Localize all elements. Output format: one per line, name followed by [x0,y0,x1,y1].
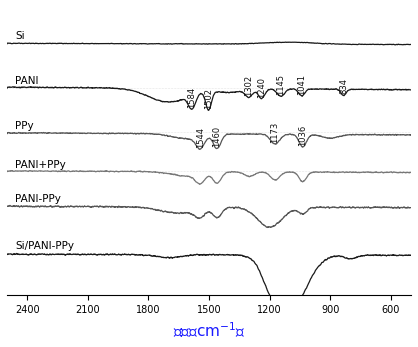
Text: 1173: 1173 [270,121,280,143]
Text: 1460: 1460 [213,126,222,147]
Text: PANI+PPy: PANI+PPy [15,160,66,170]
Text: 834: 834 [339,78,348,94]
Text: PANI-PPy: PANI-PPy [15,194,61,204]
Text: Si/PANI-PPy: Si/PANI-PPy [15,242,74,252]
Text: Si: Si [15,31,25,41]
Text: PANI: PANI [15,76,38,86]
Text: 1502: 1502 [204,88,213,109]
Text: 1240: 1240 [257,77,266,98]
Text: 1544: 1544 [196,127,204,148]
Text: 1584: 1584 [188,87,196,108]
Text: 1036: 1036 [298,125,307,146]
Text: 1145: 1145 [276,74,285,95]
X-axis label: 波数（cm$^{-1}$）: 波数（cm$^{-1}$） [173,321,245,340]
Text: 1041: 1041 [297,74,306,95]
Text: 1302: 1302 [245,75,253,96]
Text: PPy: PPy [15,121,34,131]
